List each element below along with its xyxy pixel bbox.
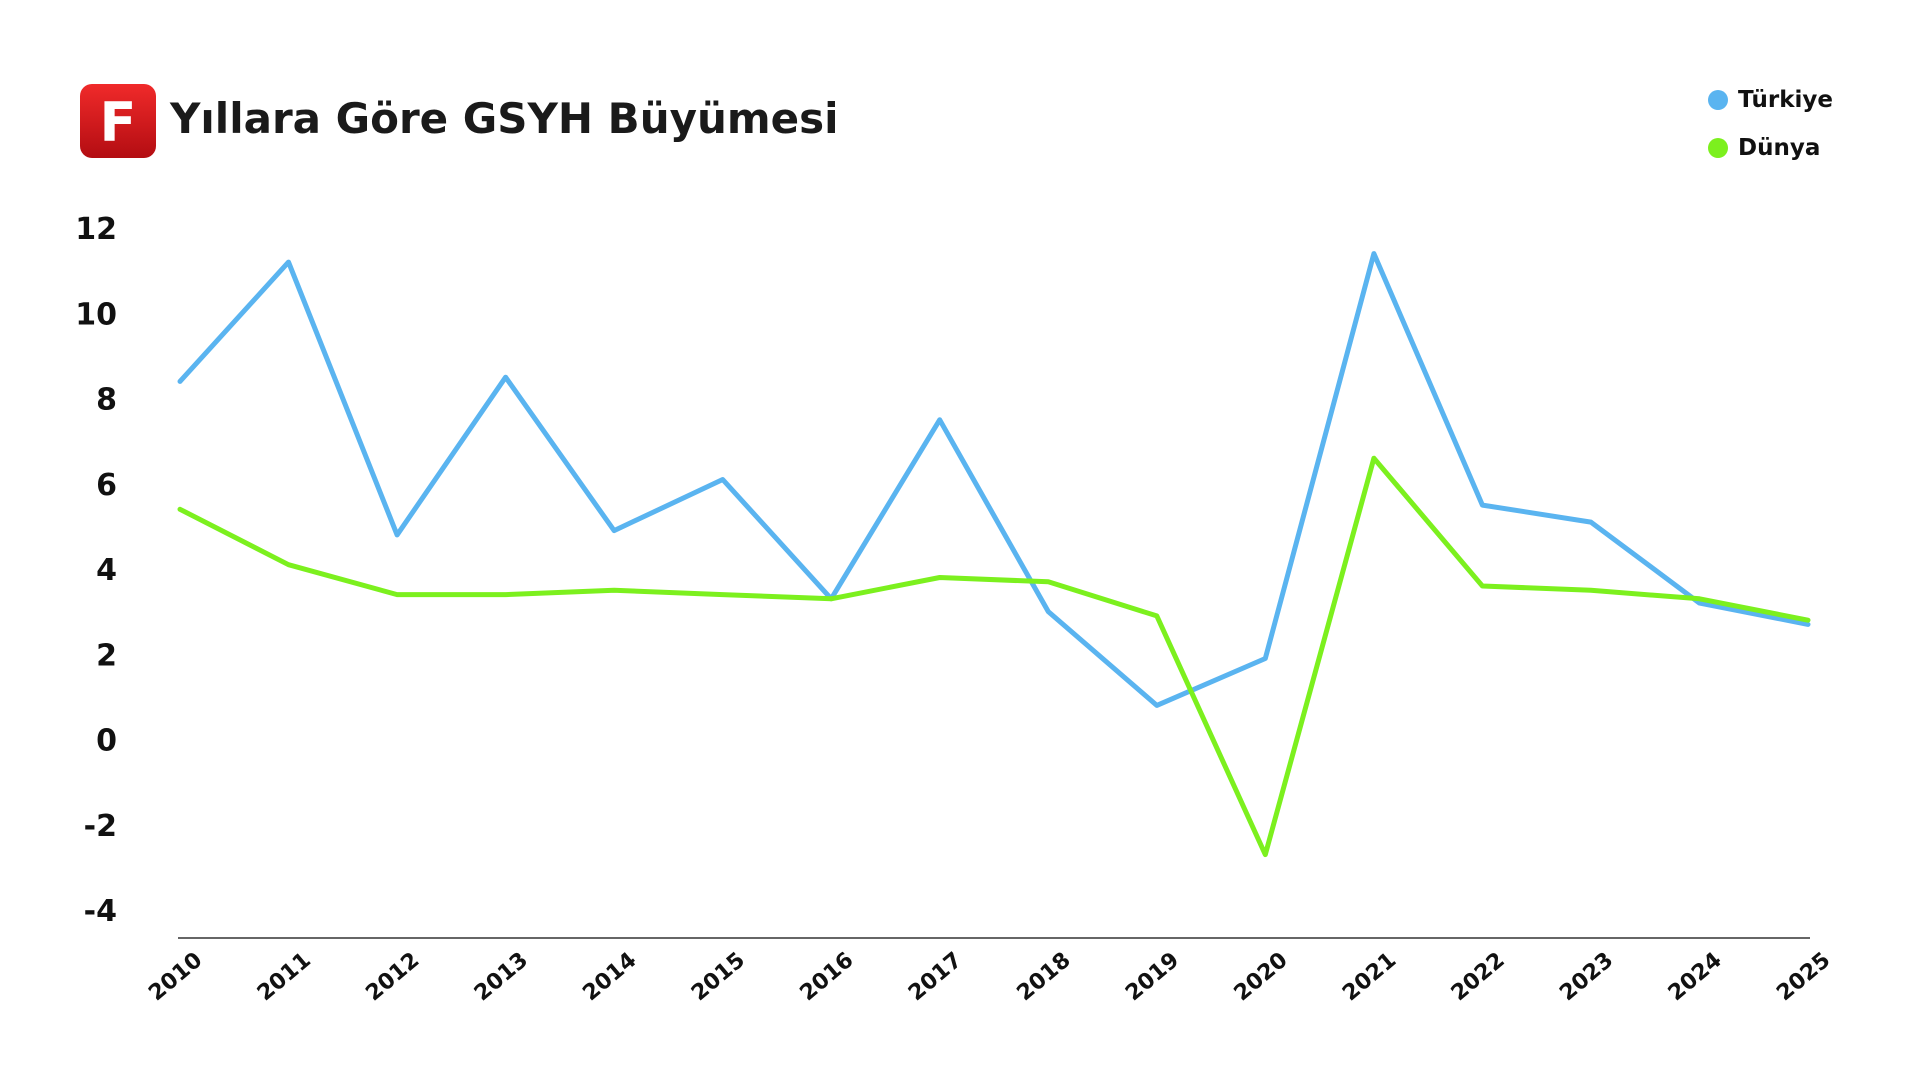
brand-logo: F: [80, 84, 156, 158]
x-tick-label: 2014: [578, 948, 641, 1007]
legend-label-turkiye: Türkiye: [1738, 87, 1833, 113]
x-tick-label: 2016: [796, 948, 859, 1007]
series-line-dunya: [177, 455, 1811, 858]
legend-swatch-dunya: [1708, 138, 1728, 158]
x-tick-label: 2023: [1555, 948, 1618, 1007]
y-tick-label: 6: [96, 468, 117, 503]
x-tick-label: 2018: [1013, 948, 1076, 1007]
x-tick-label: 2017: [904, 948, 967, 1007]
y-tick-label: 4: [96, 553, 117, 588]
x-tick-label: 2010: [144, 948, 207, 1007]
series-line-turkiye: [177, 251, 1811, 708]
y-tick-label: -4: [84, 894, 117, 929]
x-tick-label: 2020: [1230, 948, 1293, 1007]
legend: Türkiye Dünya: [1708, 87, 1833, 161]
y-axis-ticks: 12 10 8 6 4 2 0 -2 -4: [75, 212, 117, 929]
x-tick-label: 2019: [1121, 948, 1184, 1007]
series-lines: [177, 251, 1811, 858]
x-axis-ticks: 2010 2011 2012 2013 2014 2015 2016 2017 2018 2019…: [144, 948, 1835, 1007]
y-tick-label: 12: [75, 212, 117, 247]
x-tick-label: 2015: [687, 948, 750, 1007]
legend-swatch-turkiye: [1708, 90, 1728, 110]
y-tick-label: 10: [75, 297, 117, 332]
x-tick-label: 2021: [1338, 948, 1401, 1007]
x-tick-label: 2011: [253, 948, 316, 1007]
chart-title: Yıllara Göre GSYH Büyümesi: [169, 94, 839, 143]
logo-letter: F: [100, 91, 137, 154]
legend-label-dunya: Dünya: [1738, 135, 1820, 161]
y-tick-label: 8: [96, 383, 117, 418]
x-tick-label: 2012: [361, 948, 424, 1007]
y-tick-label: 0: [96, 724, 117, 759]
y-tick-label: 2: [96, 638, 117, 673]
x-tick-label: 2013: [470, 948, 533, 1007]
y-tick-label: -2: [84, 809, 117, 844]
x-tick-label: 2024: [1664, 948, 1727, 1007]
x-tick-label: 2025: [1772, 948, 1835, 1007]
x-tick-label: 2022: [1447, 948, 1510, 1007]
